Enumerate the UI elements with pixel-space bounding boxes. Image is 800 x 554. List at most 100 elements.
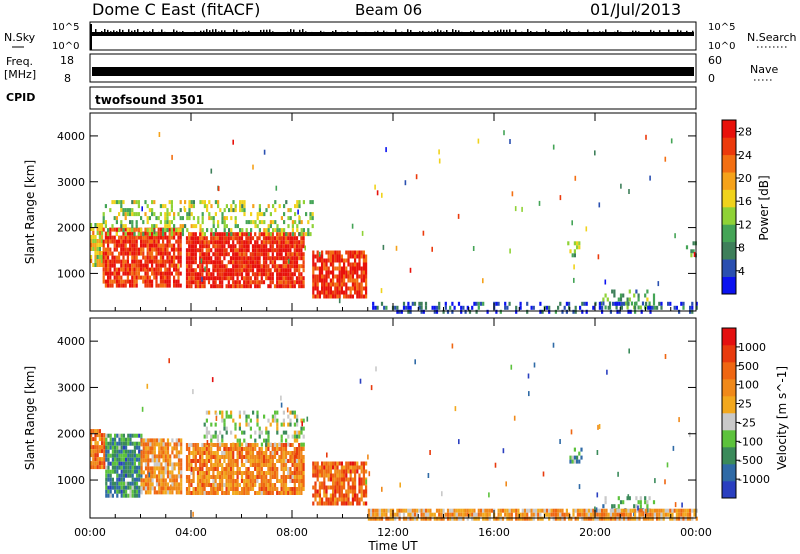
velocity-cell [258,463,261,467]
power-cell [245,244,248,249]
power-cell [101,259,104,263]
velocity-cell [214,459,217,463]
power-echo [594,150,596,156]
velocity-cell [111,469,114,474]
power-cell [407,301,410,306]
velocity-cell [158,438,161,443]
velocity-cell [205,434,208,439]
power-cell [258,244,261,249]
velocity-cell [254,483,257,487]
power-echo [153,229,156,235]
velocity-cell [321,469,324,474]
power-cell [287,276,290,281]
power-cell [236,252,239,257]
velocity-cell [118,465,121,470]
nsky-sample [407,29,409,36]
power-colorbar-segment [722,137,736,156]
power-cell [287,248,290,253]
power-cell [144,255,147,260]
velocity-cell [140,473,143,478]
power-cell [221,272,224,277]
nsky-sample [551,32,553,36]
power-cell [228,208,231,213]
velocity-cell [122,461,125,466]
power-echo [380,288,383,294]
power-cell [362,270,365,275]
velocity-cell [298,455,301,459]
velocity-cell [205,447,208,451]
velocity-cell [223,447,226,451]
velocity-cell [484,512,487,517]
power-cell [212,284,215,289]
power-cell [175,267,178,272]
power-cell [159,275,162,280]
power-cell [247,256,250,261]
velocity-cell [276,430,279,435]
velocity-cell [192,459,195,463]
power-echo [252,164,254,170]
velocity-cell [351,461,354,466]
velocity-cell [114,485,117,490]
velocity-cell [362,493,365,498]
velocity-cell [147,442,150,447]
velocity-cell [295,451,299,455]
velocity-cell [282,459,285,463]
velocity-cell [171,446,174,451]
velocity-cell [254,430,257,435]
velocity-cell [499,516,502,521]
velocity-cell [260,491,263,495]
power-cell [258,220,261,225]
velocity-cell [296,434,299,439]
power-cell [295,236,299,241]
time-tick-label: 12:00 [377,526,409,539]
velocity-cell [158,478,161,483]
power-cell [111,224,114,229]
velocity-echo [681,502,683,508]
velocity-cell [274,442,277,447]
power-cell [274,208,277,213]
velocity-cell [138,453,141,458]
power-cell [227,244,230,249]
power-cell [122,208,125,213]
velocity-cell [539,516,542,521]
power-cell [199,268,202,273]
power-cell [258,208,261,213]
velocity-cell [210,491,213,495]
power-cell [282,268,285,273]
velocity-cell [116,461,119,466]
velocity-cell [530,512,533,517]
power-cell [362,254,365,259]
power-cell [362,294,365,299]
velocity-cell [166,450,170,455]
time-axis-labels: 00:00 04:00 08:00 12:00 16:00 20:00 00:00 [74,526,712,539]
power-cell [314,266,317,271]
velocity-cell [101,433,104,438]
power-cell [190,276,193,281]
power-cell [146,283,149,288]
power-cell [122,247,125,252]
velocity-cell [218,475,222,479]
velocity-cell [552,516,555,521]
velocity-cell [234,479,237,483]
velocity-cell [190,451,193,455]
power-cell [619,293,623,298]
velocity-cell [276,479,279,483]
power-echo [319,251,321,257]
velocity-cell [280,459,283,463]
velocity-cell [207,443,211,447]
velocity-cell [247,459,250,463]
power-cell [262,232,266,237]
velocity-cell [166,486,170,491]
power-cell [362,278,365,283]
velocity-cell [493,516,496,521]
velocity-colorbar-tick-label: -1000 [738,473,770,486]
velocity-cell [96,429,99,434]
velocity-echo [215,416,218,421]
velocity-cell [205,410,208,415]
power-cell [175,231,178,236]
velocity-cell [656,516,659,521]
velocity-cell [295,475,299,479]
power-cell [267,264,270,269]
power-cell [314,262,317,267]
velocity-cell [216,487,219,491]
